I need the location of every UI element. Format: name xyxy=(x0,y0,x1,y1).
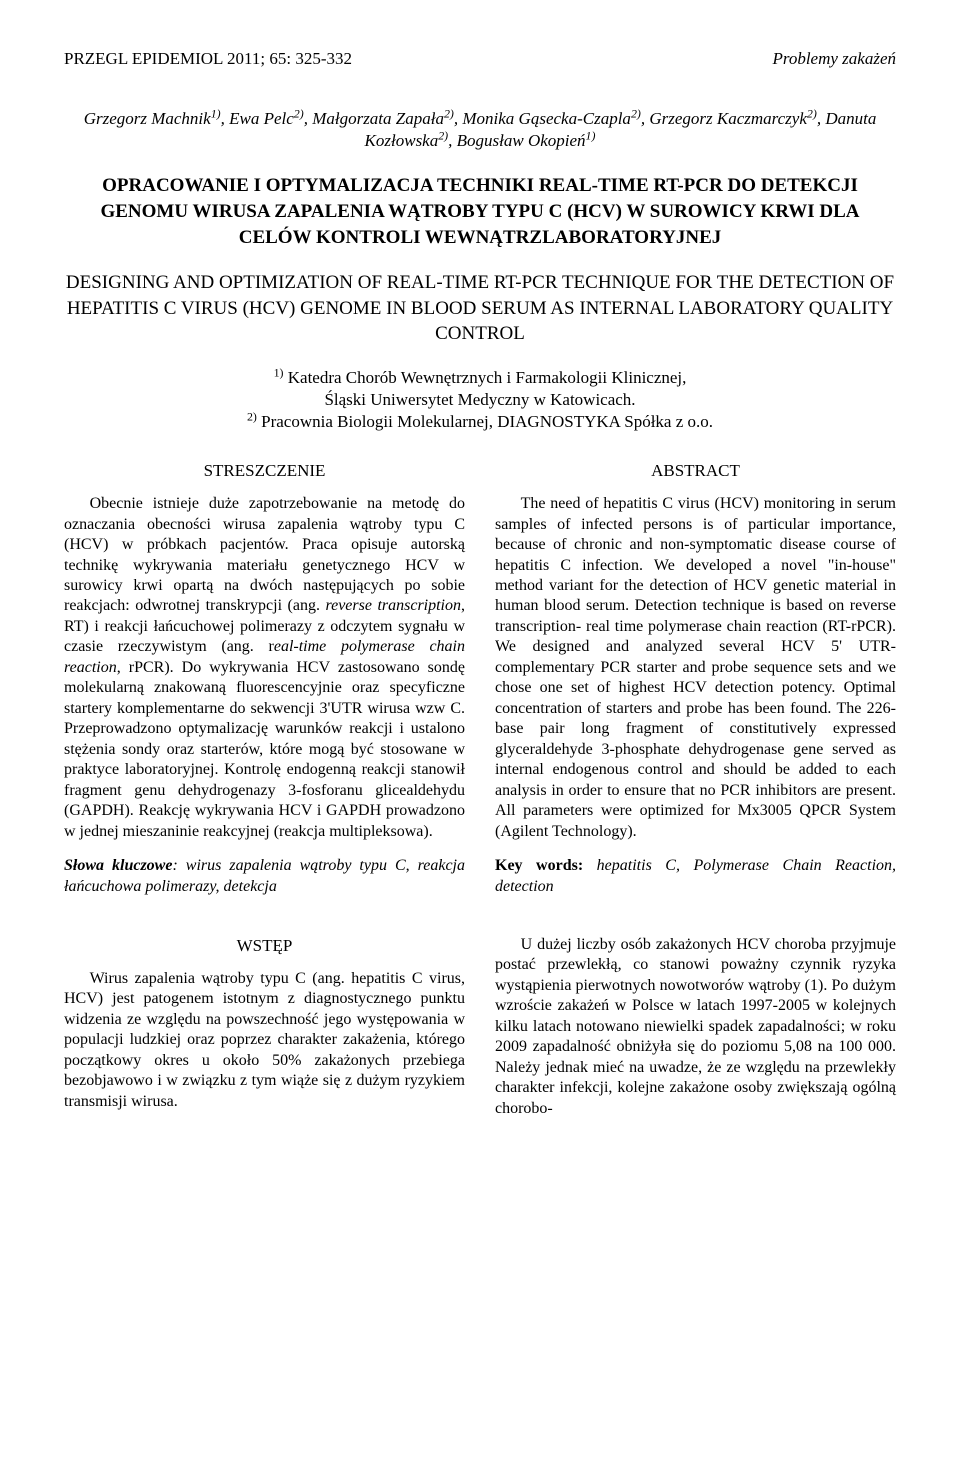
intro-right-text: U dużej liczby osób zakażonych HCV choro… xyxy=(495,935,896,1119)
abstract-pl-text: Obecnie istnieje duże zapotrzebowanie na… xyxy=(64,494,465,842)
abstract-en-text: The need of hepatitis C virus (HCV) moni… xyxy=(495,494,896,842)
keywords-pl: Słowa kluczowe: wirus zapalenia wątroby … xyxy=(64,856,465,897)
intro-right-column: U dużej liczby osób zakażonych HCV choro… xyxy=(495,935,896,1119)
abstract-pl-column: STRESZCZENIE Obecnie istnieje duże zapot… xyxy=(64,460,465,913)
title-polish: OPRACOWANIE I OPTYMALIZACJA TECHNIKI REA… xyxy=(64,173,896,250)
title-english: DESIGNING AND OPTIMIZATION OF REAL-TIME … xyxy=(64,270,896,347)
authors: Grzegorz Machnik1), Ewa Pelc2), Małgorza… xyxy=(64,108,896,152)
intro-left-text: Wirus zapalenia wątroby typu C (ang. hep… xyxy=(64,969,465,1112)
journal-ref: PRZEGL EPIDEMIOL 2011; 65: 325-332 xyxy=(64,48,352,70)
abstract-pl-heading: STRESZCZENIE xyxy=(64,460,465,482)
abstract-en-heading: ABSTRACT xyxy=(495,460,896,482)
affiliations: 1) Katedra Chorób Wewnętrznych i Farmako… xyxy=(64,367,896,432)
intro-heading: WSTĘP xyxy=(64,935,465,957)
abstract-en-column: ABSTRACT The need of hepatitis C virus (… xyxy=(495,460,896,913)
section-label: Problemy zakażeń xyxy=(772,48,896,70)
keywords-en: Key words: hepatitis C, Polymerase Chain… xyxy=(495,856,896,897)
intro-left-column: WSTĘP Wirus zapalenia wątroby typu C (an… xyxy=(64,935,465,1119)
